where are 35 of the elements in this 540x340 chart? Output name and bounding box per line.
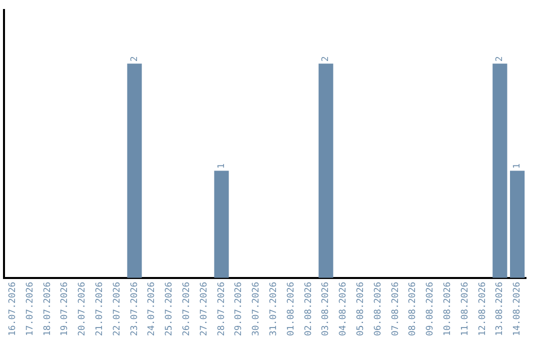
x-tick-label: 09.08.2026 xyxy=(426,282,436,336)
x-tick-label: 10.08.2026 xyxy=(443,282,454,336)
x-tick-label: 25.07.2026 xyxy=(164,282,175,336)
data-label: 2 xyxy=(130,56,140,62)
x-tick-label: 17.07.2026 xyxy=(25,282,36,336)
x-tick-label: 21.07.2026 xyxy=(95,282,106,336)
x-tick-label: 16.07.2026 xyxy=(8,282,18,336)
x-tick-label: 19.07.2026 xyxy=(60,282,70,336)
x-tick-label: 07.08.2026 xyxy=(390,282,401,336)
x-tick-label: 05.08.2026 xyxy=(356,282,366,336)
x-tick-label: 08.08.2026 xyxy=(408,282,418,336)
data-label: 2 xyxy=(321,56,332,62)
x-tick-label: 11.08.2026 xyxy=(460,282,470,336)
x-tick-label: 02.08.2026 xyxy=(304,282,314,336)
x-tick-label: 29.07.2026 xyxy=(234,282,244,336)
x-tick-label: 06.08.2026 xyxy=(373,282,384,336)
x-tick-label: 22.07.2026 xyxy=(112,282,122,336)
x-tick-label: 31.07.2026 xyxy=(269,282,280,336)
x-tick-label: 23.07.2026 xyxy=(130,282,140,336)
data-label: 2 xyxy=(495,56,506,62)
x-tick-label: 18.07.2026 xyxy=(42,282,53,336)
x-tick-label: 13.08.2026 xyxy=(495,282,506,336)
data-label: 1 xyxy=(512,163,523,169)
x-tick-label: 28.07.2026 xyxy=(216,282,227,336)
x-tick-label: 20.07.2026 xyxy=(78,282,88,336)
x-tick-label: 04.08.2026 xyxy=(338,282,349,336)
x-tick-label: 12.08.2026 xyxy=(478,282,488,336)
x-tick-label: 26.07.2026 xyxy=(182,282,192,336)
x-tick-label: 27.07.2026 xyxy=(199,282,210,336)
x-tick-label: 01.08.2026 xyxy=(286,282,296,336)
x-tick-label: 30.07.2026 xyxy=(252,282,262,336)
x-tick-label: 03.08.2026 xyxy=(321,282,332,336)
data-label: 1 xyxy=(216,163,227,169)
x-tick-label: 24.07.2026 xyxy=(147,282,158,336)
x-tick-label: 14.08.2026 xyxy=(512,282,523,336)
